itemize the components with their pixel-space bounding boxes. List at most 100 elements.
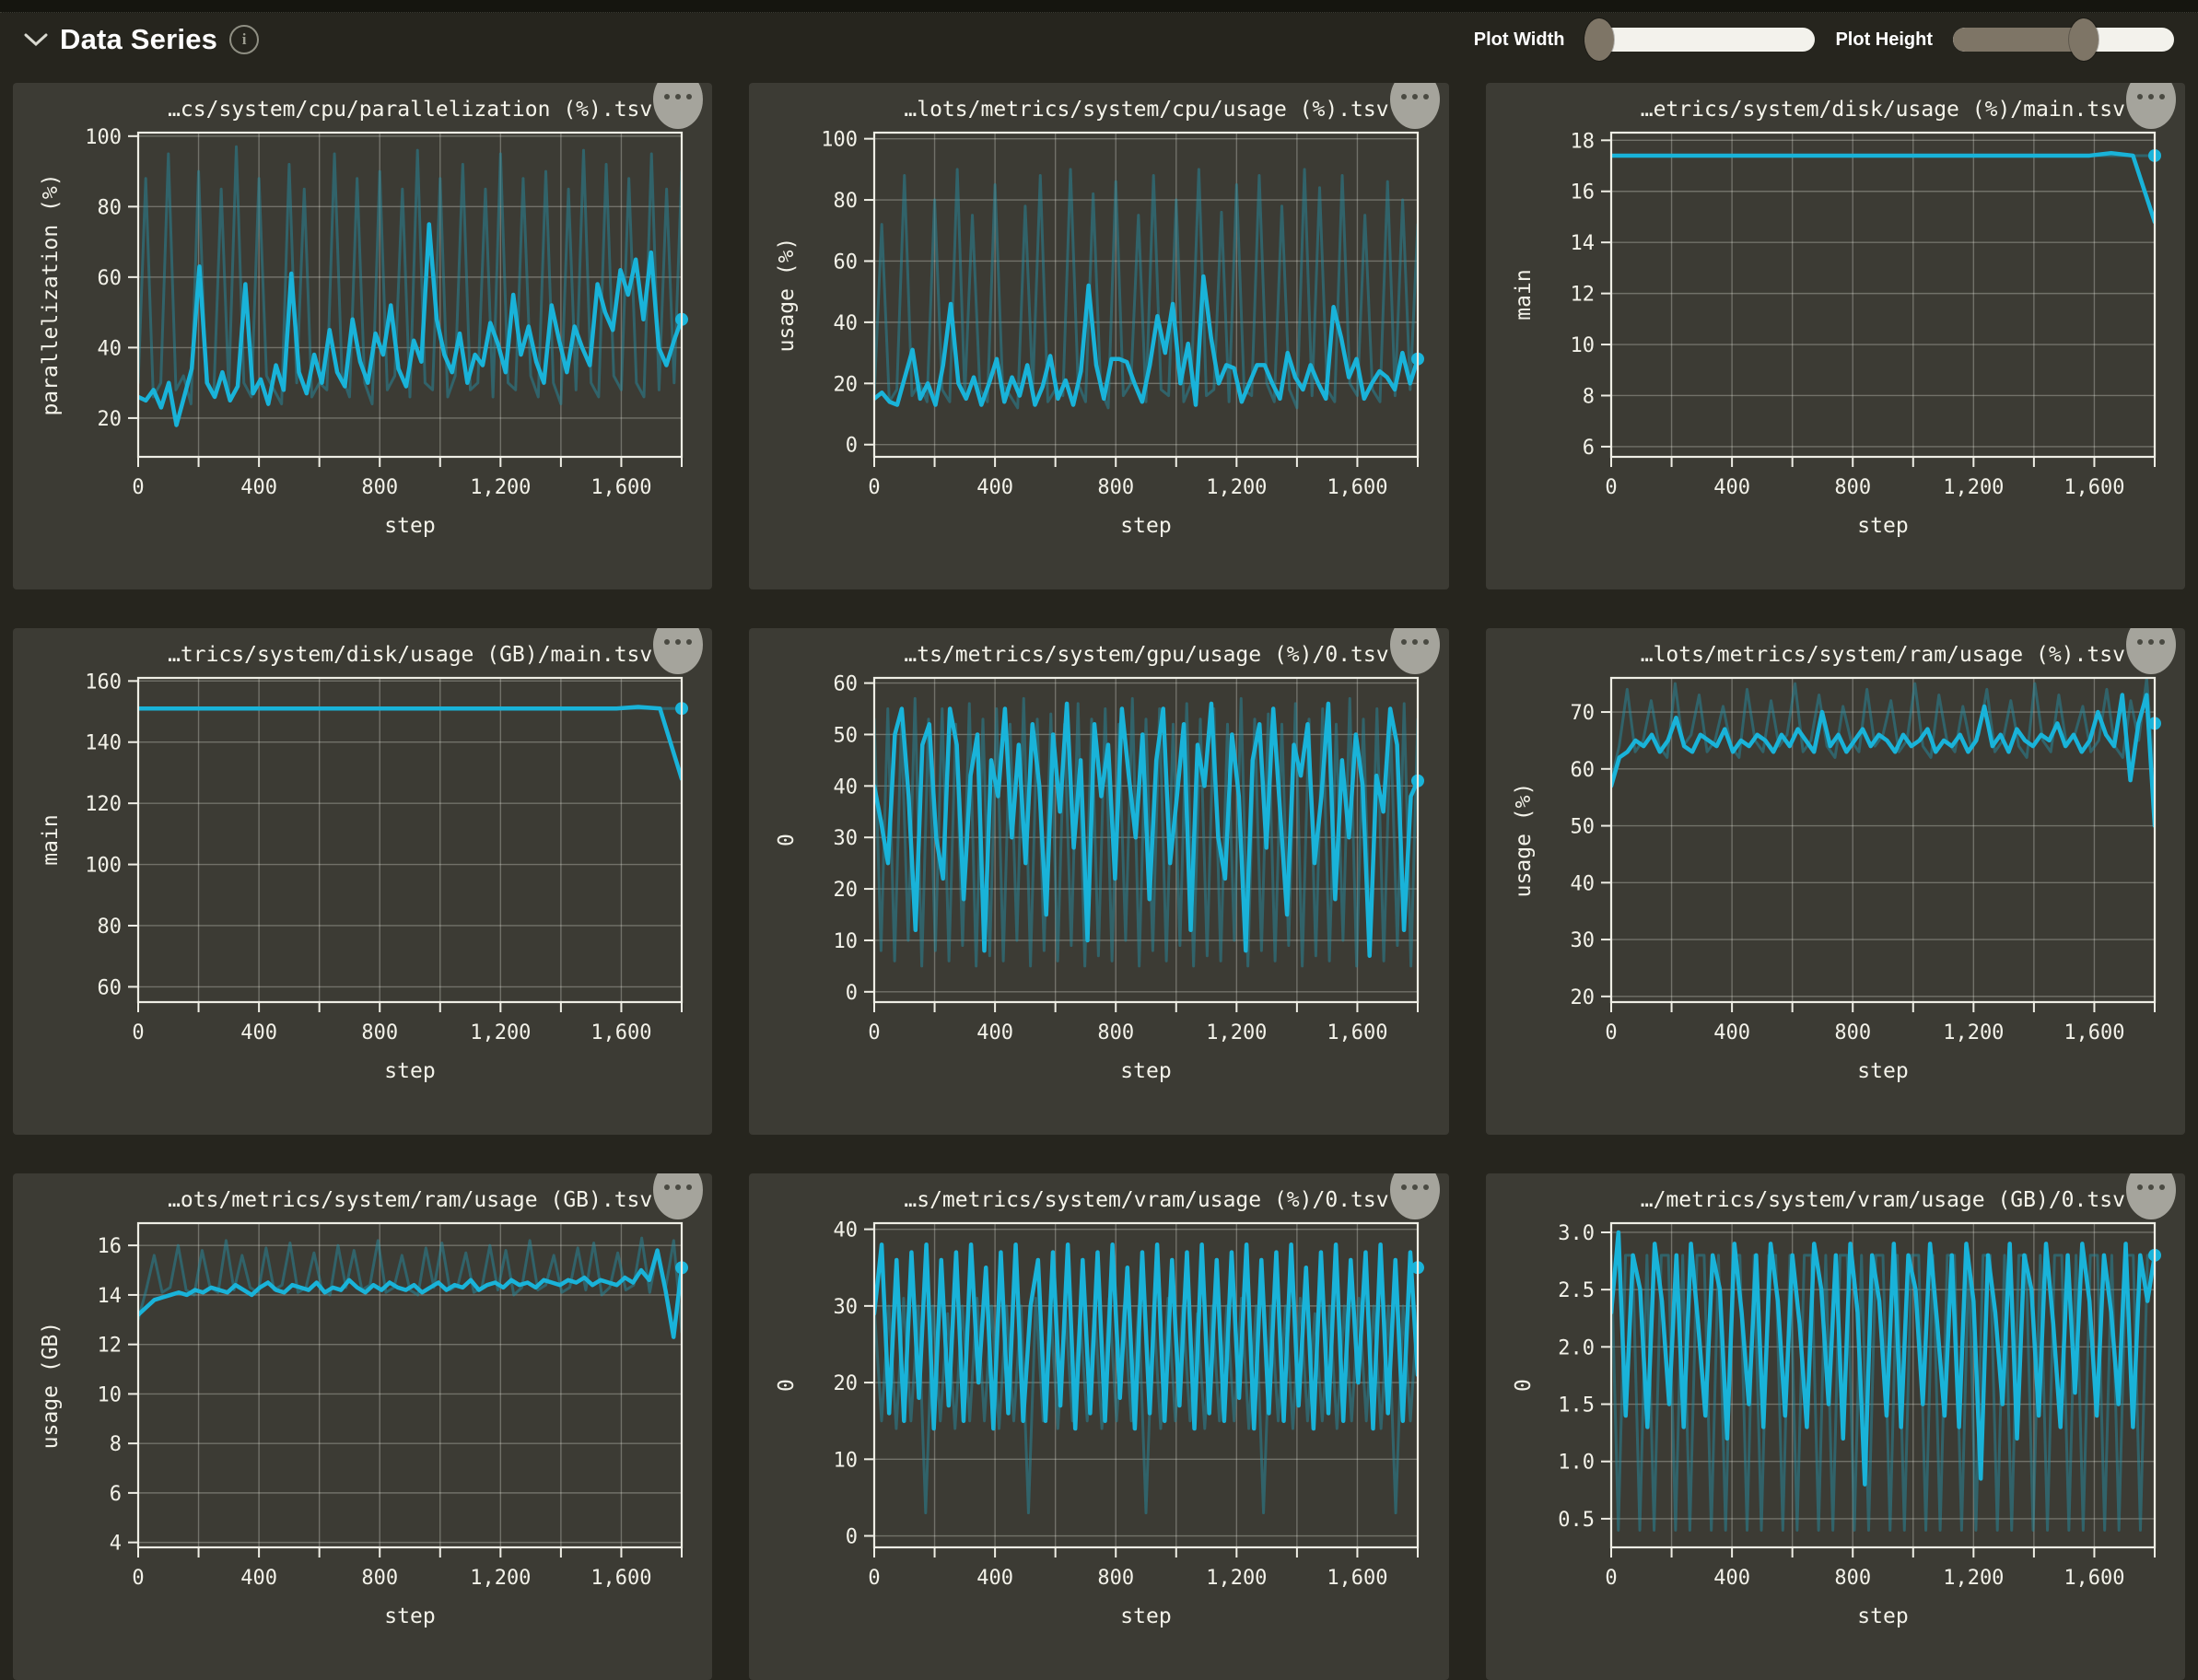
svg-text:100: 100 (85, 126, 122, 149)
svg-text:30: 30 (834, 1296, 859, 1319)
svg-text:400: 400 (977, 1567, 1014, 1590)
plot-height-fill (1953, 28, 2084, 52)
chart-menu-button[interactable] (2125, 83, 2176, 129)
svg-text:8: 8 (1582, 385, 1594, 408)
svg-text:1,600: 1,600 (2064, 1021, 2124, 1044)
svg-text:1,600: 1,600 (1327, 1021, 1388, 1044)
chart-menu-button[interactable] (2125, 1173, 2176, 1219)
svg-text:30: 30 (1570, 929, 1595, 952)
svg-text:12: 12 (1570, 284, 1595, 307)
svg-text:parallelization (%): parallelization (%) (39, 173, 63, 415)
window-top-strip (0, 0, 2198, 13)
svg-text:usage (%): usage (%) (775, 238, 799, 353)
svg-text:0: 0 (846, 435, 858, 458)
ellipsis-icon (2126, 1184, 2176, 1190)
chart-panel-cpu-usage: …lots/metrics/system/cpu/usage (%).tsv 0… (749, 83, 1449, 589)
svg-text:step: step (384, 514, 435, 538)
svg-text:8: 8 (110, 1433, 122, 1456)
svg-text:20: 20 (834, 879, 859, 902)
svg-text:60: 60 (834, 673, 859, 696)
svg-text:100: 100 (85, 855, 122, 878)
plot-height-handle[interactable] (2068, 18, 2099, 61)
svg-text:16: 16 (98, 1235, 123, 1258)
chart-title: …s/metrics/system/vram/usage (%)/0.tsv (904, 1188, 1389, 1212)
svg-text:step: step (1121, 1059, 1172, 1083)
chart-title: …cs/system/cpu/parallelization (%).tsv (168, 98, 653, 122)
svg-text:1,600: 1,600 (2064, 476, 2124, 499)
chart-panel-ram-usage-gb: …ots/metrics/system/ram/usage (GB).tsv 0… (13, 1173, 713, 1680)
svg-text:60: 60 (1570, 759, 1595, 782)
plot-height-label: Plot Height (1835, 29, 1933, 50)
svg-text:40: 40 (834, 776, 859, 799)
svg-text:1,200: 1,200 (1943, 1567, 2004, 1590)
svg-text:80: 80 (834, 190, 859, 213)
plot-area: 0 400 800 1,200 1,600 0 10 20 30 40 50 60 step 0 (749, 628, 1448, 1135)
svg-text:1,200: 1,200 (1207, 476, 1268, 499)
ellipsis-icon (1390, 1184, 1440, 1190)
svg-text:1,200: 1,200 (1943, 1021, 2004, 1044)
svg-text:80: 80 (98, 196, 123, 219)
chart-panel-ram-usage-pct: …lots/metrics/system/ram/usage (%).tsv 0… (1485, 628, 2185, 1135)
chart-title: …lots/metrics/system/cpu/usage (%).tsv (904, 98, 1389, 122)
svg-text:0: 0 (1512, 1379, 1536, 1392)
chart-menu-button[interactable] (2125, 628, 2176, 674)
svg-text:400: 400 (240, 476, 277, 499)
svg-text:800: 800 (361, 1021, 398, 1044)
ellipsis-icon (1390, 94, 1440, 99)
chart-menu-button[interactable] (1389, 83, 1440, 129)
svg-text:step: step (384, 1059, 435, 1083)
svg-text:10: 10 (834, 1449, 859, 1472)
chart-menu-button[interactable] (1389, 628, 1440, 674)
svg-text:800: 800 (1098, 1567, 1135, 1590)
svg-text:1,600: 1,600 (1327, 476, 1388, 499)
svg-text:0: 0 (846, 1526, 858, 1549)
svg-text:20: 20 (98, 408, 123, 431)
plot-area: 0 400 800 1,200 1,600 0.5 1.0 1.5 2.0 2.5 3.0 step 0 (1486, 1173, 2185, 1680)
svg-text:140: 140 (85, 732, 122, 755)
chart-panel-gpu-usage: …ts/metrics/system/gpu/usage (%)/0.tsv 0… (749, 628, 1449, 1135)
chart-menu-button[interactable] (1389, 1173, 1440, 1219)
svg-text:0: 0 (869, 476, 881, 499)
svg-text:step: step (1121, 1604, 1172, 1628)
plot-area: 0 400 800 1,200 1,600 20 30 40 50 60 70 step usage (… (1486, 628, 2185, 1135)
svg-text:usage (%): usage (%) (1512, 783, 1536, 898)
chart-title: …etrics/system/disk/usage (%)/main.tsv (1640, 98, 2125, 122)
plot-area: 0 400 800 1,200 1,600 60 80 100 120 140 160 step mai… (13, 628, 712, 1135)
svg-text:400: 400 (1713, 476, 1750, 499)
svg-text:40: 40 (834, 312, 859, 335)
svg-text:1,200: 1,200 (1207, 1567, 1268, 1590)
plot-width-track[interactable] (1584, 28, 1816, 52)
plot-area: 0 400 800 1,200 1,600 6 8 10 12 14 16 18 step main (1486, 83, 2185, 589)
svg-text:400: 400 (240, 1021, 277, 1044)
svg-text:400: 400 (1713, 1567, 1750, 1590)
svg-text:0: 0 (132, 476, 144, 499)
ellipsis-icon (653, 639, 703, 645)
svg-text:1,600: 1,600 (590, 476, 651, 499)
plot-width-label: Plot Width (1473, 29, 1565, 50)
plot-height-track[interactable] (1953, 28, 2174, 52)
collapse-chevron-icon[interactable] (24, 32, 48, 47)
plot-width-slider[interactable] (1584, 18, 1816, 62)
svg-text:60: 60 (98, 267, 123, 290)
svg-text:12: 12 (98, 1335, 123, 1358)
section-title: Data Series (60, 23, 218, 55)
svg-text:0: 0 (1605, 1021, 1617, 1044)
chart-panel-cpu-parallelization: …cs/system/cpu/parallelization (%).tsv 0… (13, 83, 713, 589)
svg-text:16: 16 (1570, 181, 1595, 204)
chart-title: …ots/metrics/system/ram/usage (GB).tsv (168, 1188, 653, 1212)
svg-text:step: step (1857, 514, 1908, 538)
svg-text:usage (GB): usage (GB) (39, 1322, 63, 1449)
plot-area: 0 400 800 1,200 1,600 0 20 40 60 80 100 step usage (… (749, 83, 1448, 589)
info-icon[interactable]: i (229, 25, 260, 54)
plot-width-handle[interactable] (1584, 18, 1614, 61)
svg-text:400: 400 (977, 476, 1014, 499)
svg-text:step: step (1857, 1059, 1908, 1083)
svg-text:step: step (384, 1604, 435, 1628)
plot-height-slider[interactable] (1953, 18, 2174, 62)
svg-text:20: 20 (834, 373, 859, 396)
svg-text:20: 20 (1570, 986, 1595, 1009)
svg-text:0: 0 (1605, 1567, 1617, 1590)
svg-text:3.0: 3.0 (1558, 1222, 1595, 1245)
svg-text:step: step (1121, 514, 1172, 538)
svg-text:1,600: 1,600 (2064, 1567, 2124, 1590)
